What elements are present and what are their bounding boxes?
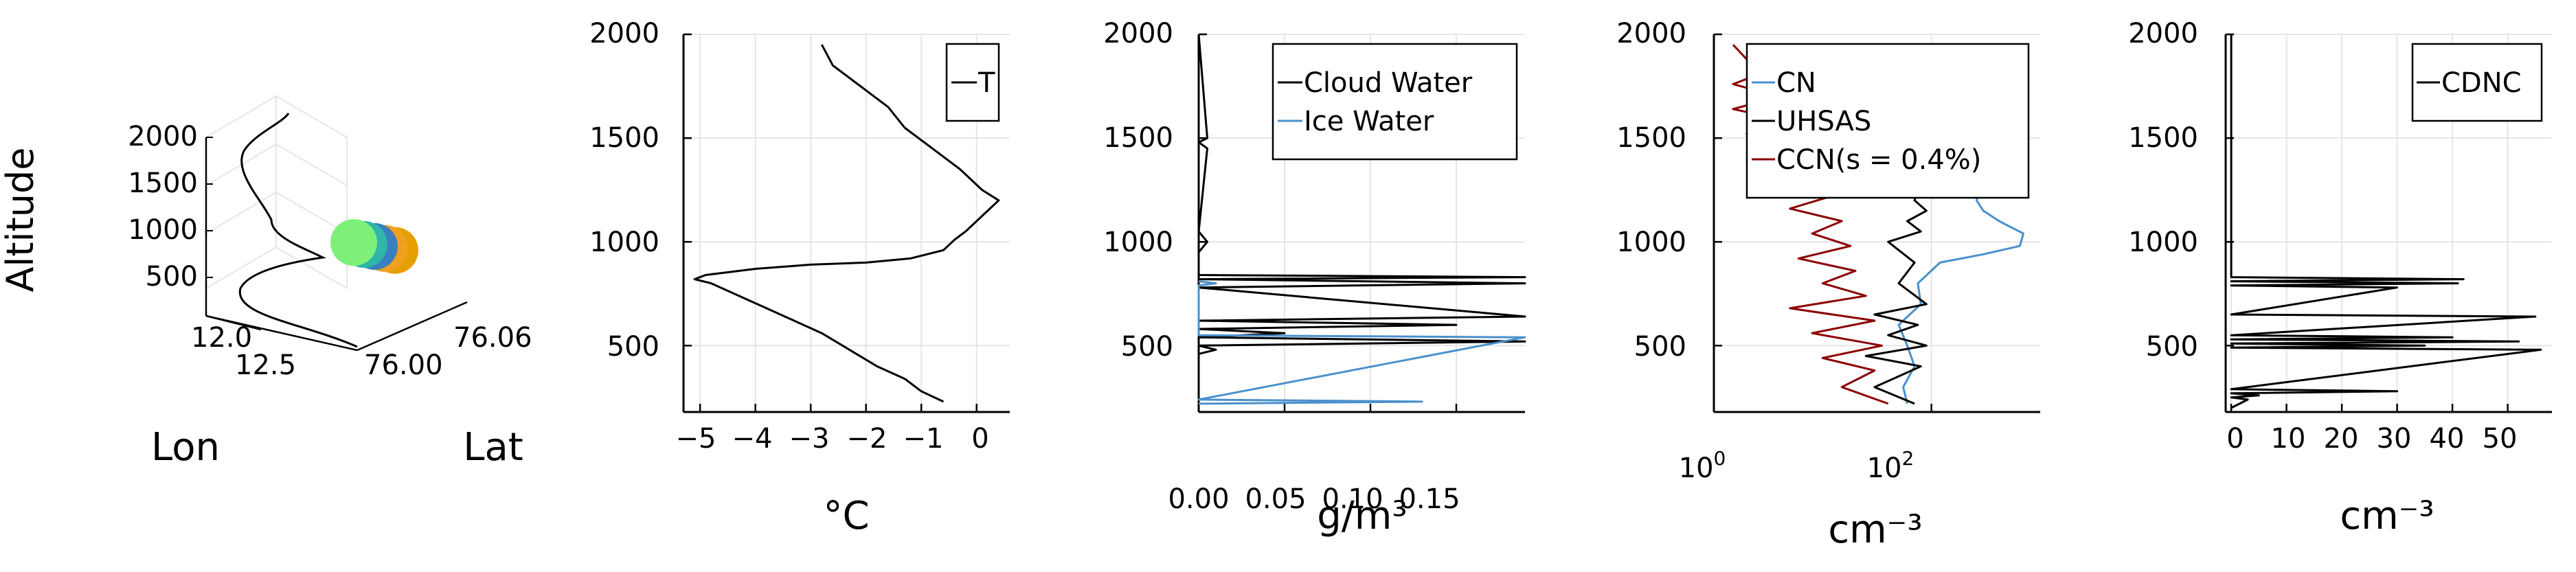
ytick-labels: 2000 1500 1000 500 bbox=[589, 18, 659, 363]
ytick-label: 1000 bbox=[2128, 227, 2198, 258]
xtick-labels: 0 10 20 30 40 50 bbox=[2226, 423, 2517, 455]
legend-label: CN bbox=[1776, 67, 1816, 99]
ytick-label: 1500 bbox=[1103, 122, 1173, 154]
xtick-exponent: 0 bbox=[1714, 447, 1726, 470]
ytick-labels: 2000 1500 1000 500 bbox=[1103, 18, 1173, 363]
ytick-label: 1500 bbox=[1616, 122, 1686, 154]
box-grid-3d bbox=[205, 95, 348, 290]
xtick-label: −5 bbox=[676, 423, 716, 455]
ytick-label: 500 bbox=[607, 331, 659, 363]
ytick-label: 1500 bbox=[2128, 122, 2198, 154]
ztick-marks bbox=[206, 137, 213, 278]
axes bbox=[2224, 33, 2552, 413]
ztick-label: 500 bbox=[146, 261, 198, 293]
ztick-label: 2000 bbox=[128, 121, 198, 152]
legend-label: T bbox=[978, 67, 995, 99]
flight-track-line bbox=[238, 113, 358, 348]
xtick-exponent: 2 bbox=[1902, 447, 1914, 470]
xtick-labels: 0.00 0.05 0.10 0.15 bbox=[1168, 483, 1460, 515]
z-axis-label: Altitude bbox=[0, 147, 42, 292]
ytick-label: 500 bbox=[1634, 331, 1686, 363]
series-line-cdnc bbox=[2230, 34, 2542, 409]
ztick-label: 1500 bbox=[128, 168, 198, 199]
xtick-base: 10 bbox=[1867, 453, 1902, 484]
ytick-label: 500 bbox=[2146, 331, 2198, 363]
legend: CN UHSAS CCN(s = 0.4%) bbox=[1745, 43, 2030, 199]
ytick-label: 76.06 bbox=[453, 322, 532, 354]
ytick-labels: 2000 1500 1000 500 bbox=[2128, 18, 2198, 363]
panel-temperature: −5 −4 −3 −2 −1 0 2000 1500 1000 500 °C T bbox=[589, 18, 1010, 538]
x-axis-label: cm⁻³ bbox=[2340, 494, 2434, 538]
ytick-label: 2000 bbox=[2128, 18, 2198, 49]
series-line-t bbox=[693, 44, 1000, 403]
legend-box bbox=[1745, 43, 2030, 199]
xtick-label: 50 bbox=[2483, 423, 2518, 455]
x-axis-label: Lon bbox=[151, 425, 220, 470]
xtick-label: −2 bbox=[847, 423, 888, 455]
legend-label: CCN(s = 0.4%) bbox=[1776, 144, 1981, 176]
xtick-label: 40 bbox=[2430, 423, 2465, 455]
xtick-label: 20 bbox=[2324, 423, 2359, 455]
ytick-label: 1000 bbox=[1616, 227, 1686, 258]
panel-3d: 2000 1500 1000 500 12.0 12.5 76.00 76.06… bbox=[0, 95, 532, 470]
xtick-label: −4 bbox=[732, 423, 773, 455]
series-line-ice-water bbox=[1197, 280, 1526, 405]
panel-water-content: 0.00 0.05 0.10 0.15 2000 1500 1000 500 g… bbox=[1103, 18, 1526, 538]
ytick-labels: 2000 1500 1000 500 bbox=[1616, 18, 1686, 363]
ytick-label: 500 bbox=[1121, 331, 1173, 363]
legend-box bbox=[1272, 43, 1518, 161]
y-axis-label: Lat bbox=[463, 425, 523, 470]
axes-3d bbox=[205, 137, 468, 352]
xtick-base: 10 bbox=[1679, 453, 1714, 484]
track-markers bbox=[330, 219, 418, 274]
ytick-label: 2000 bbox=[1103, 18, 1173, 49]
legend: Cloud Water Ice Water bbox=[1272, 43, 1518, 161]
xtick-label: 12.0 bbox=[191, 322, 252, 354]
x-axis-label: °C bbox=[823, 494, 869, 538]
legend-label: Ice Water bbox=[1304, 106, 1434, 137]
ytick-label: 1000 bbox=[589, 227, 659, 258]
legend: CDNC bbox=[2411, 43, 2543, 122]
xtick-label: 0.10 bbox=[1322, 483, 1383, 515]
panel-aerosol: 100 102 2000 1500 1000 500 cm⁻³ CN UHSAS… bbox=[1616, 18, 2040, 552]
xtick-label: 102 bbox=[1867, 447, 1914, 484]
xtick-labels: −5 −4 −3 −2 −1 0 bbox=[676, 423, 989, 455]
legend-label: UHSAS bbox=[1776, 106, 1871, 137]
xtick-labels: 100 102 bbox=[1679, 447, 1914, 484]
legend-label: CDNC bbox=[2441, 67, 2522, 99]
legend-label: Cloud Water bbox=[1304, 67, 1473, 99]
xtick-label: 30 bbox=[2377, 423, 2412, 455]
track-marker bbox=[330, 219, 377, 266]
x-axis-label: g/m³ bbox=[1317, 494, 1407, 538]
ytick-label: 2000 bbox=[589, 18, 659, 49]
series-line-uhsas bbox=[1864, 163, 1928, 405]
xtick-label: 0 bbox=[2226, 423, 2244, 455]
xtick-label: 12.5 bbox=[235, 350, 296, 381]
series-group bbox=[2230, 34, 2542, 409]
ytick-label: 1000 bbox=[1103, 227, 1173, 258]
axes bbox=[682, 33, 1010, 413]
ytick-label: 1500 bbox=[589, 122, 659, 154]
xtick-label: 0.00 bbox=[1168, 483, 1229, 515]
series-group bbox=[1197, 34, 1526, 408]
series-group bbox=[693, 44, 1000, 403]
xtick-label: 100 bbox=[1679, 447, 1726, 484]
xtick-label: −1 bbox=[903, 423, 944, 455]
panel-cdnc: 0 10 20 30 40 50 2000 1500 1000 500 cm⁻³… bbox=[2128, 18, 2552, 538]
ytick-label: 76.00 bbox=[364, 350, 443, 381]
xtick-label: 10 bbox=[2271, 423, 2306, 455]
xtick-label: 0 bbox=[971, 423, 988, 455]
xtick-label: 0.05 bbox=[1245, 483, 1306, 515]
axes bbox=[1713, 33, 2040, 413]
grid bbox=[683, 34, 1010, 412]
x-axis-label: cm⁻³ bbox=[1828, 507, 1922, 552]
legend: T bbox=[945, 43, 1000, 122]
ytick-label: 2000 bbox=[1616, 18, 1686, 49]
xtick-label: 0.15 bbox=[1399, 483, 1460, 515]
xtick-label: −3 bbox=[789, 423, 830, 455]
ztick-label: 1000 bbox=[128, 214, 198, 246]
